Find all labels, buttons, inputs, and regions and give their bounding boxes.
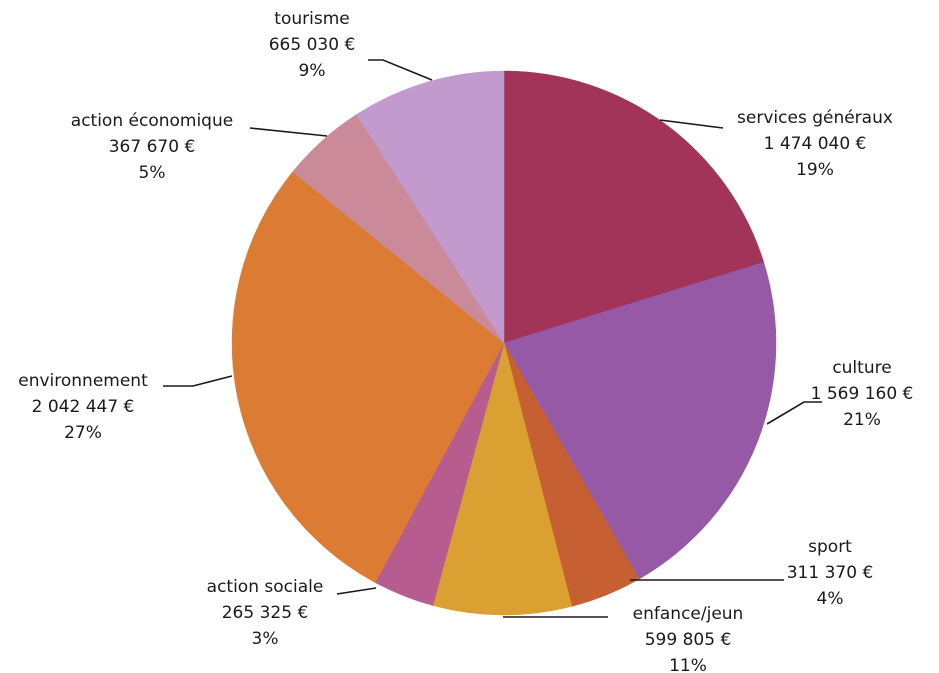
slice-value-label: 1 474 040 €	[764, 134, 867, 154]
slice-percent-label: 9%	[299, 61, 326, 81]
slice-value-label: 665 030 €	[269, 35, 356, 55]
slice-value-label: 265 325 €	[222, 603, 309, 623]
slice-name-label: culture	[832, 358, 891, 378]
slice-name-label: action économique	[71, 111, 233, 131]
slice-percent-label: 3%	[252, 629, 279, 649]
slice-value-label: 2 042 447 €	[32, 397, 135, 417]
leader-line-6	[249, 127, 328, 137]
slice-name-label: enfance/jeun	[633, 604, 744, 624]
slice-name-label: sport	[808, 537, 852, 557]
slice-percent-label: 27%	[64, 423, 102, 443]
leader-line-5	[163, 375, 233, 387]
pie-slice-7	[356, 70, 505, 344]
leader-line-7	[368, 59, 433, 81]
slice-name-label: action sociale	[207, 577, 324, 597]
pie-slices	[231, 70, 777, 616]
leader-line-0	[659, 119, 724, 129]
pie-slice-5	[231, 171, 505, 583]
slice-percent-label: 4%	[817, 589, 844, 609]
slice-value-label: 599 805 €	[645, 630, 732, 650]
slice-labels: services généraux 1 474 040 € 19% culture 1 …	[18, 9, 913, 673]
pie-slice-1	[503, 261, 777, 580]
slice-percent-label: 11%	[669, 656, 707, 673]
slice-percent-label: 19%	[796, 160, 834, 180]
pie-slice-0	[503, 70, 765, 344]
slice-value-label: 1 569 160 €	[811, 384, 914, 404]
slice-value-label: 311 370 €	[787, 563, 874, 583]
slice-name-label: tourisme	[274, 9, 349, 29]
slice-name-label: environnement	[18, 371, 148, 391]
leader-line-1	[766, 401, 822, 425]
slice-percent-label: 21%	[843, 410, 881, 430]
slice-percent-label: 5%	[139, 163, 166, 183]
pie-slice-3	[432, 342, 573, 616]
slice-value-label: 367 670 €	[109, 137, 196, 157]
leader-lines	[163, 59, 822, 618]
slice-name-label: services généraux	[737, 108, 893, 128]
leader-line-4	[336, 587, 377, 595]
